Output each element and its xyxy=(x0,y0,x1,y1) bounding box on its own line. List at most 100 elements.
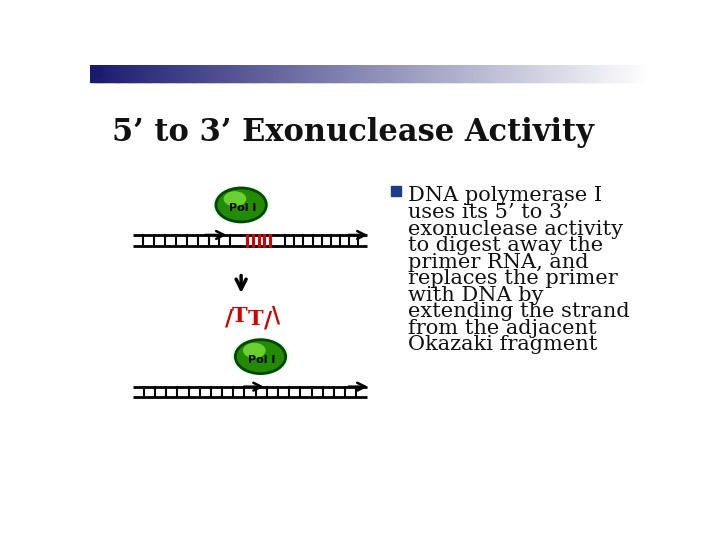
Bar xyxy=(313,65,315,82)
Bar xyxy=(127,65,130,82)
Bar xyxy=(472,65,474,82)
Bar xyxy=(605,65,607,82)
Bar xyxy=(352,65,354,82)
Bar xyxy=(109,65,111,82)
Text: replaces the primer: replaces the primer xyxy=(408,269,618,288)
Bar xyxy=(567,65,570,82)
Bar xyxy=(644,65,646,82)
Bar xyxy=(476,65,478,82)
Bar xyxy=(617,65,619,82)
Bar xyxy=(264,65,266,82)
Bar xyxy=(414,65,416,82)
Bar xyxy=(208,65,210,82)
Bar xyxy=(355,65,357,82)
Bar xyxy=(292,65,294,82)
Bar xyxy=(523,65,525,82)
Bar xyxy=(301,65,303,82)
Bar xyxy=(148,65,150,82)
Bar xyxy=(516,65,518,82)
Bar xyxy=(425,65,427,82)
Bar xyxy=(543,65,545,82)
Bar xyxy=(382,65,384,82)
Bar xyxy=(335,65,337,82)
Bar xyxy=(588,65,590,82)
Bar xyxy=(513,65,516,82)
Bar xyxy=(371,65,373,82)
Bar xyxy=(557,65,559,82)
Bar xyxy=(261,65,263,82)
Bar xyxy=(118,65,120,82)
Bar xyxy=(284,65,286,82)
Bar xyxy=(526,65,528,82)
Bar xyxy=(287,65,289,82)
Bar xyxy=(397,65,399,82)
Bar xyxy=(265,65,267,82)
Bar xyxy=(112,65,114,82)
Bar xyxy=(233,65,235,82)
Bar xyxy=(625,65,627,82)
Bar xyxy=(481,65,483,82)
Bar xyxy=(332,65,334,82)
Bar xyxy=(250,65,252,82)
Bar xyxy=(495,65,497,82)
Bar xyxy=(310,65,312,82)
Bar xyxy=(179,65,181,82)
Bar xyxy=(206,65,209,82)
Bar xyxy=(171,65,173,82)
Bar xyxy=(300,65,302,82)
Bar xyxy=(135,65,138,82)
Bar xyxy=(467,65,469,82)
Bar xyxy=(312,65,314,82)
Bar xyxy=(130,65,132,82)
Bar xyxy=(239,65,241,82)
Bar xyxy=(124,65,127,82)
Bar xyxy=(269,65,271,82)
Bar xyxy=(327,65,330,82)
Ellipse shape xyxy=(235,340,286,374)
Bar xyxy=(461,65,463,82)
Bar xyxy=(527,65,529,82)
Bar xyxy=(274,65,276,82)
Bar xyxy=(186,65,189,82)
Bar xyxy=(369,65,372,82)
Bar xyxy=(403,65,405,82)
Bar xyxy=(405,65,407,82)
Bar xyxy=(361,65,364,82)
Bar xyxy=(181,65,184,82)
Bar xyxy=(141,65,143,82)
Bar xyxy=(106,65,108,82)
Bar xyxy=(554,65,556,82)
Bar xyxy=(389,65,392,82)
Bar xyxy=(570,65,573,82)
Bar xyxy=(431,65,433,82)
Bar xyxy=(593,65,595,82)
Bar xyxy=(456,65,458,82)
Bar xyxy=(594,65,596,82)
Bar xyxy=(293,65,295,82)
Bar xyxy=(631,65,634,82)
Bar xyxy=(508,65,510,82)
Bar xyxy=(479,65,482,82)
Bar xyxy=(253,65,255,82)
Bar xyxy=(632,65,635,82)
Bar xyxy=(498,65,500,82)
Bar xyxy=(366,65,368,82)
Bar xyxy=(325,65,328,82)
Bar xyxy=(375,65,377,82)
Bar xyxy=(222,65,224,82)
Bar xyxy=(505,65,508,82)
Bar xyxy=(143,65,145,82)
Bar xyxy=(512,65,514,82)
Bar xyxy=(423,65,426,82)
Bar xyxy=(561,65,564,82)
Bar xyxy=(281,65,283,82)
Bar xyxy=(519,65,522,82)
Bar xyxy=(305,65,307,82)
Bar xyxy=(574,65,576,82)
Bar xyxy=(465,65,467,82)
Bar xyxy=(569,65,571,82)
Bar xyxy=(168,65,170,82)
Bar xyxy=(428,65,431,82)
Bar xyxy=(566,65,568,82)
Bar xyxy=(175,65,178,82)
